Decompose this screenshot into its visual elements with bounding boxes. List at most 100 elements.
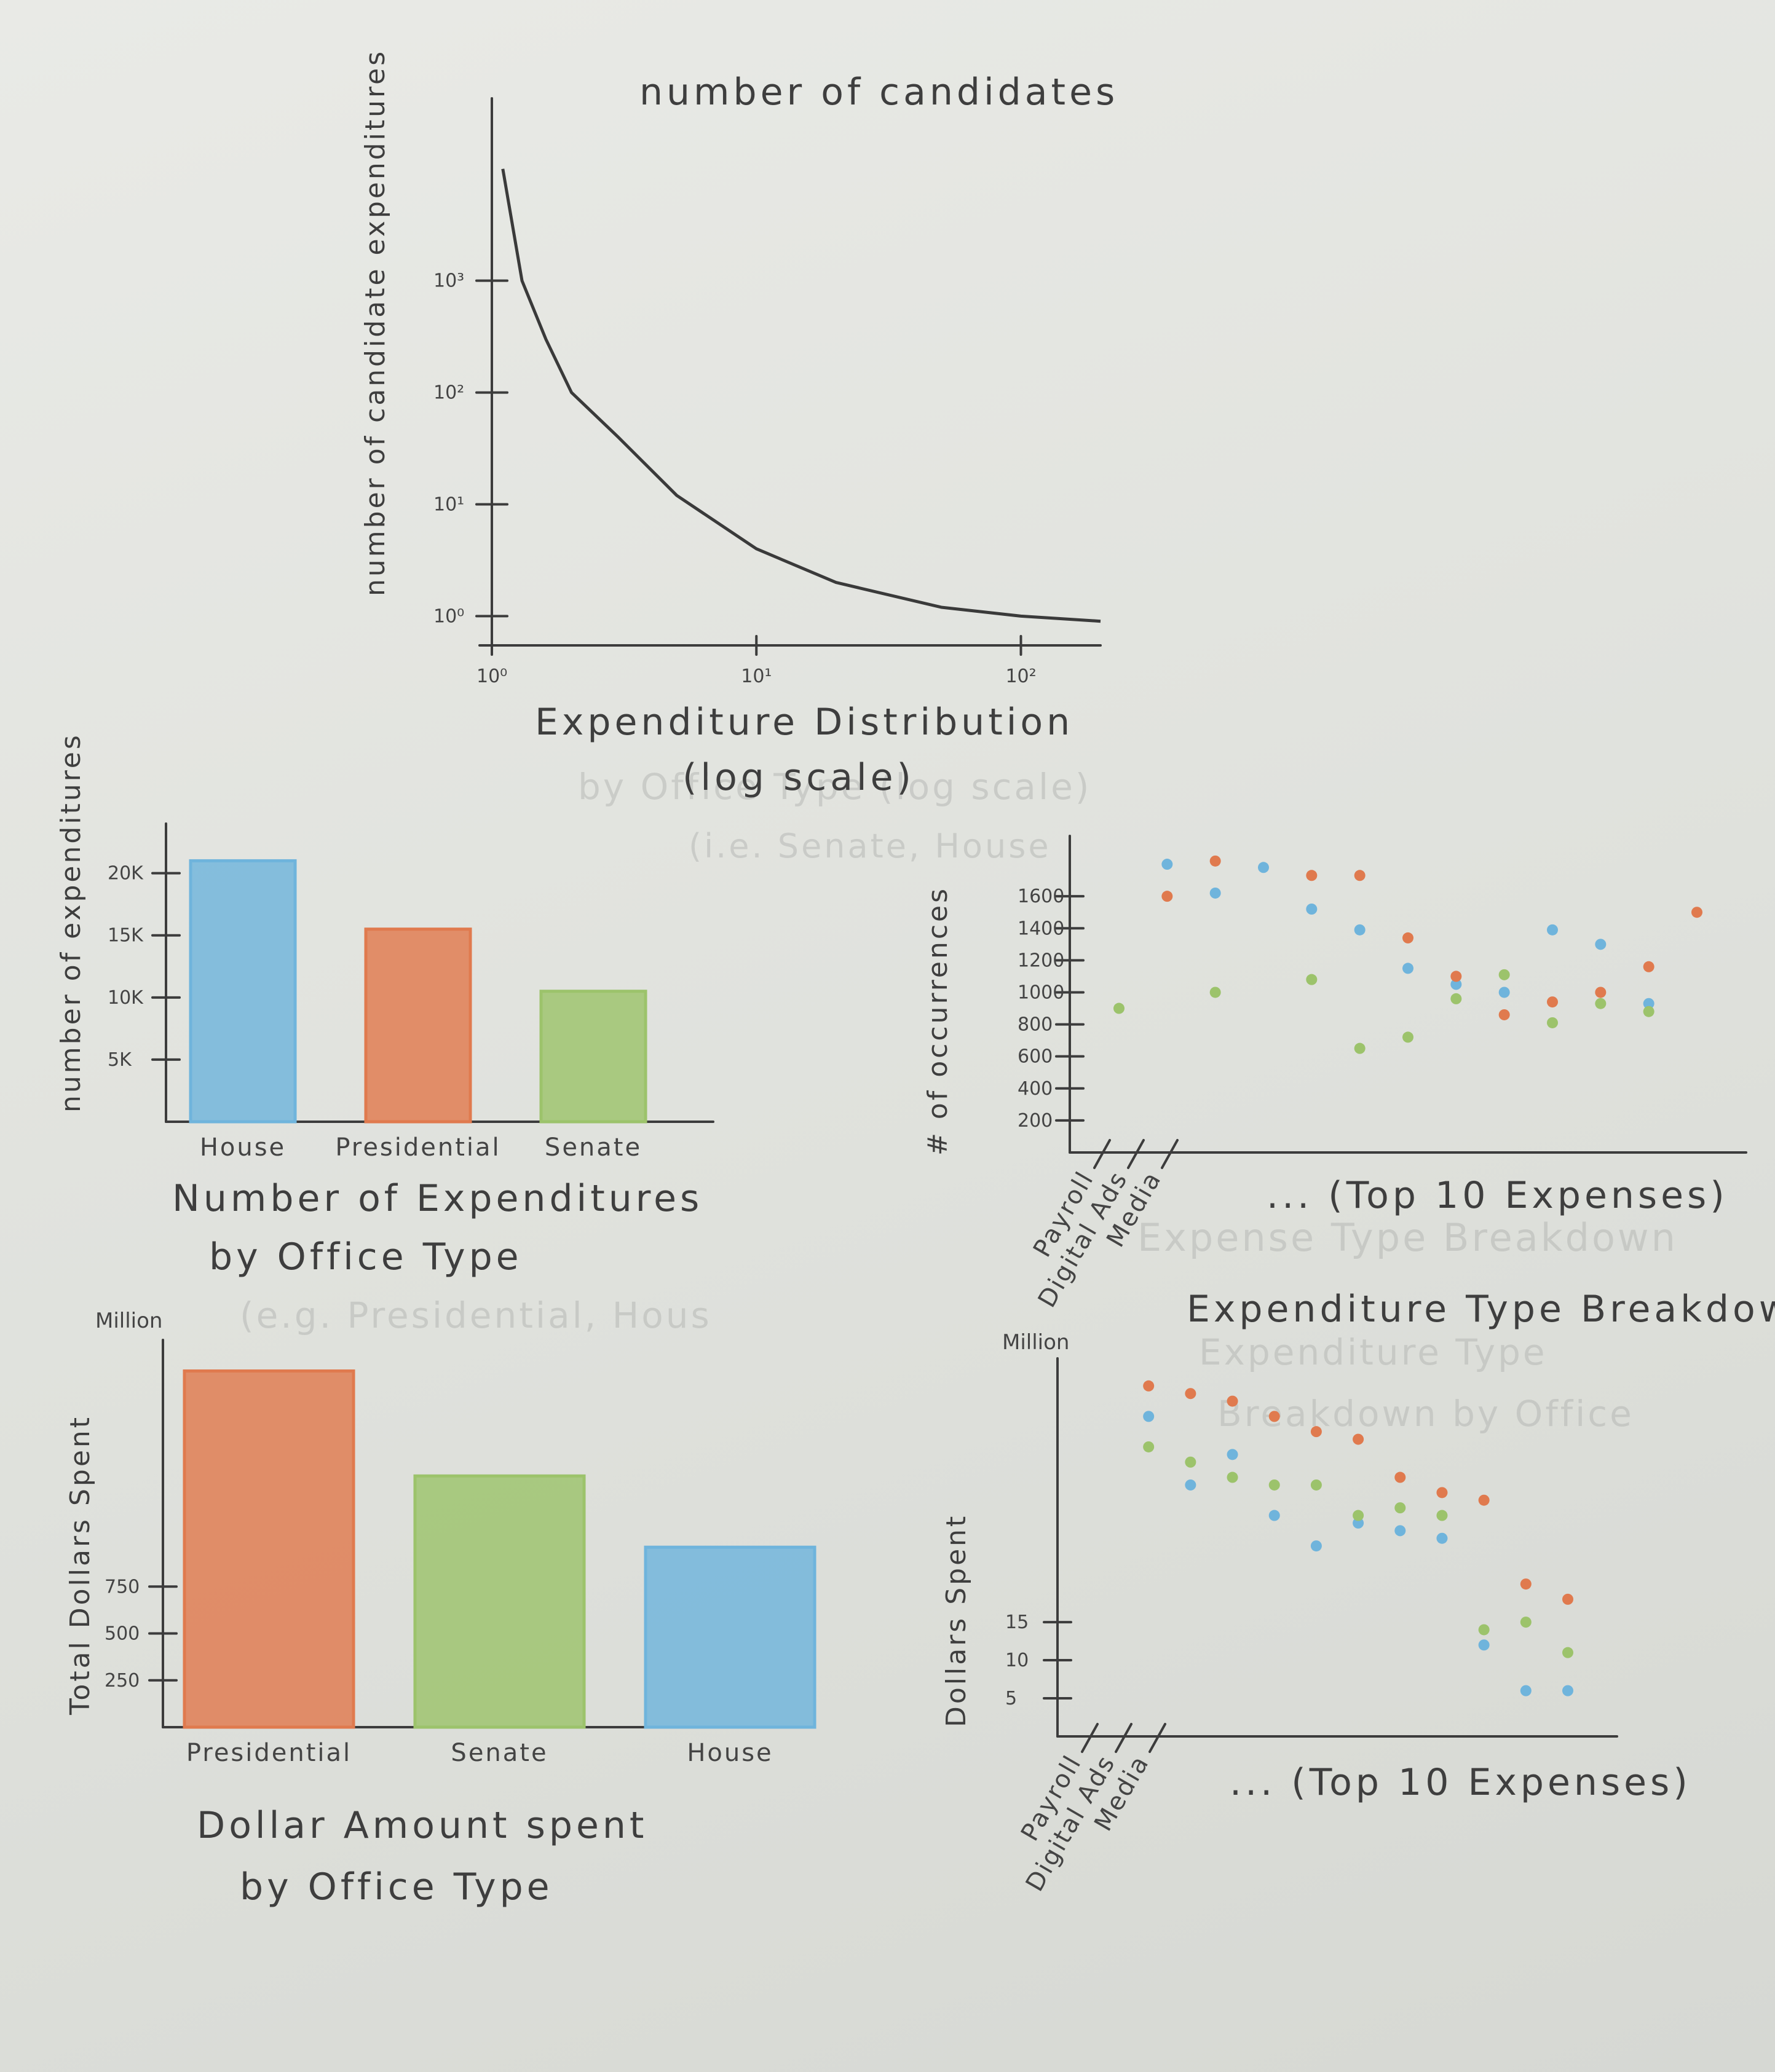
y-tick-label: 1400 — [1018, 918, 1064, 939]
scatter-point — [1227, 1471, 1238, 1483]
scatter-point — [1547, 1017, 1558, 1028]
scatter-point — [1498, 1009, 1510, 1020]
scatter-point — [1562, 1647, 1573, 1658]
y-tick-label: 10³ — [433, 270, 464, 292]
scatter-point — [1306, 974, 1318, 985]
scatter-point — [1498, 987, 1510, 998]
scatter-point — [1595, 998, 1607, 1009]
scatter-point — [1310, 1479, 1322, 1491]
scatter-point — [1227, 1395, 1238, 1407]
scatter-point — [1258, 862, 1269, 873]
occurrences-scatter-chart: # of occurrences ... (Top 10 Expenses) 2… — [922, 835, 1747, 1312]
faint-note-f: Breakdown by Office — [1217, 1393, 1634, 1435]
scatter-point — [1643, 998, 1654, 1009]
y-tick-label: 10⁰ — [433, 605, 464, 627]
scatter-point — [1185, 1456, 1196, 1468]
y-tick-label: 600 — [1018, 1046, 1053, 1068]
x-tick — [1127, 1139, 1145, 1169]
scatter-point — [1402, 932, 1413, 943]
y-tick-label: 250 — [105, 1670, 140, 1692]
faint-note-c: (e.g. Presidential, Hous — [240, 1294, 712, 1336]
count-by-office-bar-chart: number of expenditures Number of Expendi… — [55, 733, 714, 1278]
scatter-point — [1595, 987, 1607, 998]
scatter-point — [1562, 1685, 1573, 1696]
chart-title-line2: by Office Type — [209, 1235, 523, 1278]
dollars-by-office-bar-chart: Million Total Dollars Spent Dollar Amoun… — [65, 1309, 816, 1909]
x-axis-note: ... (Top 10 Expenses) — [1230, 1761, 1691, 1804]
scatter-point — [1310, 1540, 1322, 1552]
dollars-scatter-chart: Expenditure Type Breakdown Million Dolla… — [941, 1288, 1775, 1896]
chart-title: Expenditure Type Breakdown — [1187, 1288, 1775, 1331]
scatter-point — [1450, 971, 1462, 982]
x-tick — [1081, 1723, 1099, 1753]
scatter-point — [1394, 1525, 1406, 1537]
scatter-point — [1353, 1510, 1364, 1521]
scatter-point — [1143, 1441, 1155, 1452]
scatter-point — [1209, 887, 1221, 899]
y-axis-label: # of occurrences — [922, 886, 954, 1156]
scatter-point — [1306, 870, 1318, 881]
bar — [183, 1369, 355, 1729]
scatter-point — [1354, 870, 1366, 881]
y-tick-label: 200 — [1018, 1110, 1053, 1132]
plot-area: 250 500 750 Presidential Senate House — [105, 1339, 816, 1767]
bar — [539, 990, 647, 1124]
x-tick-label: 10² — [1005, 666, 1036, 687]
scatter-point — [1143, 1380, 1155, 1392]
scatter-point — [1185, 1388, 1196, 1400]
chart-title: number of candidates — [639, 71, 1118, 114]
scatter-point — [1436, 1532, 1448, 1544]
plot-area: 10⁰ 10¹ 10² 10⁰ 10¹ 10² 10³ — [433, 97, 1102, 687]
scatter-point — [1595, 939, 1607, 950]
y-tick-label: 750 — [105, 1576, 140, 1597]
scatter-point — [1268, 1479, 1280, 1491]
x-tick-label: House — [687, 1739, 773, 1767]
x-tick-label: 10¹ — [741, 666, 772, 687]
scatter-point — [1691, 907, 1702, 918]
scatter-point — [1113, 1003, 1125, 1014]
scatter-point — [1547, 924, 1558, 936]
y-tick-label: 400 — [1018, 1078, 1053, 1100]
y-tick-label: 15 — [1005, 1612, 1029, 1633]
chart-title-line1: Number of Expenditures — [172, 1177, 703, 1220]
candidates-line-chart: number of candidates number of candidate… — [360, 49, 1115, 799]
y-tick-label: 20K — [108, 863, 144, 884]
plot-area: 2004006008001000120014001600PayrollDigit… — [1018, 835, 1747, 1312]
series-line — [501, 168, 1101, 623]
x-tick-label: Presidential — [335, 1133, 500, 1162]
x-tick-label: 10⁰ — [476, 666, 507, 687]
faint-note-e: Expenditure Type — [1199, 1331, 1548, 1373]
scatter-point — [1353, 1517, 1364, 1529]
scatter-point — [1353, 1433, 1364, 1445]
y-axis-label: number of candidate expenditures — [360, 49, 391, 596]
bar — [364, 928, 472, 1124]
y-tick-label: 5K — [108, 1049, 132, 1071]
y-tick-label: 1200 — [1018, 950, 1064, 971]
scatter-point — [1209, 855, 1221, 867]
unit-label: Million — [95, 1309, 162, 1333]
y-tick-label: 1000 — [1018, 982, 1064, 1003]
faint-note-d: Expense Type Breakdown — [1137, 1215, 1678, 1260]
y-tick-label: 1600 — [1018, 886, 1064, 907]
scatter-point — [1436, 1487, 1448, 1499]
y-tick-label: 500 — [105, 1623, 140, 1645]
unit-label: Million — [1002, 1330, 1069, 1355]
x-tick — [1148, 1723, 1166, 1753]
scatter-point — [1161, 891, 1173, 902]
faint-note-b: (i.e. Senate, House — [689, 827, 1051, 865]
scatter-point — [1394, 1471, 1406, 1483]
y-tick-label: 10K — [108, 987, 144, 1009]
y-axis-label: Dollars Spent — [941, 1514, 972, 1727]
bar — [413, 1474, 586, 1729]
x-tick — [1115, 1723, 1133, 1753]
y-axis-label: number of expenditures — [55, 733, 87, 1113]
x-tick-label: Presidential — [186, 1739, 352, 1767]
y-tick-label: 800 — [1018, 1014, 1053, 1036]
scatter-point — [1436, 1510, 1448, 1521]
scatter-point — [1402, 963, 1413, 974]
scatter-point — [1161, 859, 1173, 870]
y-tick-label: 10¹ — [433, 494, 464, 515]
x-axis-label: Expenditure Distribution — [535, 701, 1073, 744]
x-tick — [1161, 1139, 1179, 1169]
